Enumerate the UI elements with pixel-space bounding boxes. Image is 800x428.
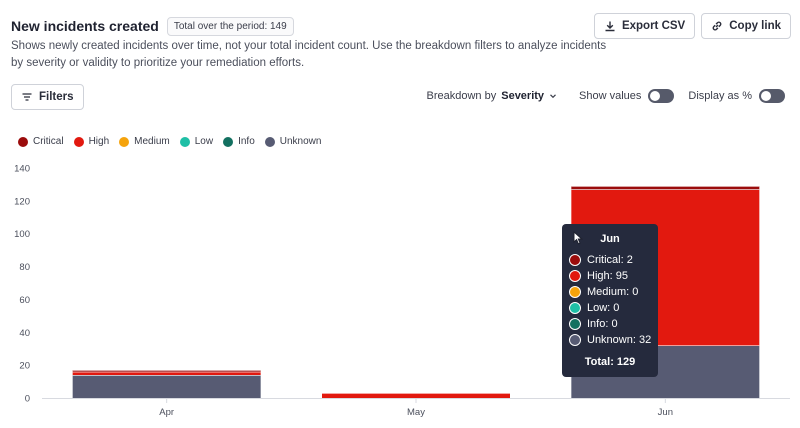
chart-tooltip: Jun Total: 129 Critical: 2 High: 95 Medium…	[562, 224, 658, 377]
tooltip-swatch	[569, 254, 581, 266]
display-percent-control: Display as %	[688, 89, 785, 103]
tooltip-row-label: Info: 0	[587, 318, 618, 330]
tooltip-swatch	[569, 270, 581, 282]
tooltip-swatch	[569, 334, 581, 346]
link-icon	[712, 21, 722, 31]
legend-label: Unknown	[279, 136, 322, 147]
tooltip-row-label: Medium: 0	[587, 286, 639, 298]
y-tick-label: 40	[19, 328, 30, 339]
x-tick-label: May	[407, 407, 425, 418]
top-actions: Export CSV Copy link	[593, 13, 791, 39]
y-tick-label: 0	[25, 394, 30, 405]
bar-segment-high[interactable]	[322, 393, 510, 398]
x-tick-label: Jun	[658, 407, 673, 418]
mouse-cursor-icon	[573, 231, 583, 245]
y-tick-label: 140	[14, 164, 30, 175]
chart-header: New incidents created Total over the per…	[11, 14, 791, 38]
breakdown-label: Breakdown by	[426, 90, 497, 102]
legend-item[interactable]: High	[73, 136, 110, 147]
tooltip-swatch	[569, 318, 581, 330]
export-csv-label: Export CSV	[621, 20, 686, 32]
show-values-label: Show values	[579, 90, 642, 102]
stacked-bar-chart: 0 20 40 60 80 100 120 140 Apr May Jun	[14, 164, 790, 418]
y-tick-label: 60	[19, 295, 30, 306]
tooltip-row: Info: 0	[569, 318, 618, 330]
tooltip-swatch	[569, 302, 581, 314]
tooltip-row: Unknown: 32	[569, 334, 651, 346]
display-percent-toggle[interactable]	[759, 89, 785, 103]
chevron-down-icon	[550, 94, 556, 99]
legend-swatch	[264, 136, 275, 147]
tooltip-row-label: Unknown: 32	[587, 334, 652, 346]
show-values-control: Show values	[579, 89, 675, 103]
tooltip-row-label: Low: 0	[587, 302, 620, 314]
tooltip-swatch	[569, 286, 581, 298]
tooltip-total: Total: 129	[584, 356, 636, 368]
filters-button[interactable]: Filters	[11, 84, 84, 110]
y-tick-label: 80	[19, 262, 30, 273]
filter-lines-icon	[22, 93, 32, 101]
filters-label: Filters	[39, 91, 74, 103]
toggle-knob	[761, 91, 771, 101]
legend-item[interactable]: Unknown	[264, 136, 322, 147]
tooltip-row: High: 95	[569, 270, 628, 282]
tooltip-row-label: High: 95	[587, 270, 628, 282]
breakdown-value: Severity	[501, 90, 545, 102]
bar-segment-critical[interactable]	[571, 186, 760, 190]
bar-segment-unknown[interactable]	[72, 375, 261, 398]
y-tick-label: 120	[14, 196, 30, 207]
tooltip-row: Critical: 2	[569, 254, 633, 266]
legend-label: Low	[194, 136, 214, 147]
legend-label: Info	[238, 136, 255, 147]
breakdown-select[interactable]: Breakdown by Severity	[427, 90, 558, 102]
chart-legend: Critical High Medium Low Info Unknown	[18, 136, 321, 147]
tooltip-row: Low: 0	[569, 302, 619, 314]
legend-swatch	[73, 136, 84, 147]
x-tick-label: Apr	[159, 407, 174, 418]
display-percent-label: Display as %	[688, 90, 752, 102]
bar-segment-high[interactable]	[72, 371, 261, 375]
legend-item[interactable]: Medium	[119, 136, 170, 147]
total-badge: Total over the period: 149	[166, 16, 294, 36]
legend-swatch	[18, 136, 28, 147]
legend-item[interactable]: Critical	[18, 136, 64, 147]
legend-swatch	[179, 136, 190, 147]
copy-link-label: Copy link	[729, 20, 781, 32]
chart-description: Shows newly created incidents over time,…	[11, 40, 607, 69]
chart-title: New incidents created	[11, 18, 159, 34]
legend-item[interactable]: Info	[223, 136, 255, 147]
show-values-toggle[interactable]	[648, 89, 675, 103]
legend-label: Critical	[33, 136, 64, 147]
legend-label: Medium	[134, 136, 170, 147]
tooltip-row-label: Critical: 2	[587, 254, 633, 266]
legend-label: High	[88, 136, 110, 147]
tooltip-row: Medium: 0	[569, 286, 638, 298]
copy-link-button[interactable]: Copy link	[701, 13, 791, 39]
legend-swatch	[119, 136, 130, 147]
toggle-knob	[650, 91, 661, 101]
y-tick-label: 20	[19, 361, 30, 372]
download-icon	[605, 21, 615, 32]
legend-swatch	[223, 136, 234, 147]
export-csv-button[interactable]: Export CSV	[593, 13, 696, 39]
legend-item[interactable]: Low	[179, 136, 214, 147]
bar-segment-critical[interactable]	[72, 370, 261, 372]
y-tick-label: 100	[14, 229, 30, 240]
tooltip-title: Jun	[600, 233, 620, 245]
chart-controls: Breakdown by Severity Show values Displa…	[427, 89, 791, 103]
